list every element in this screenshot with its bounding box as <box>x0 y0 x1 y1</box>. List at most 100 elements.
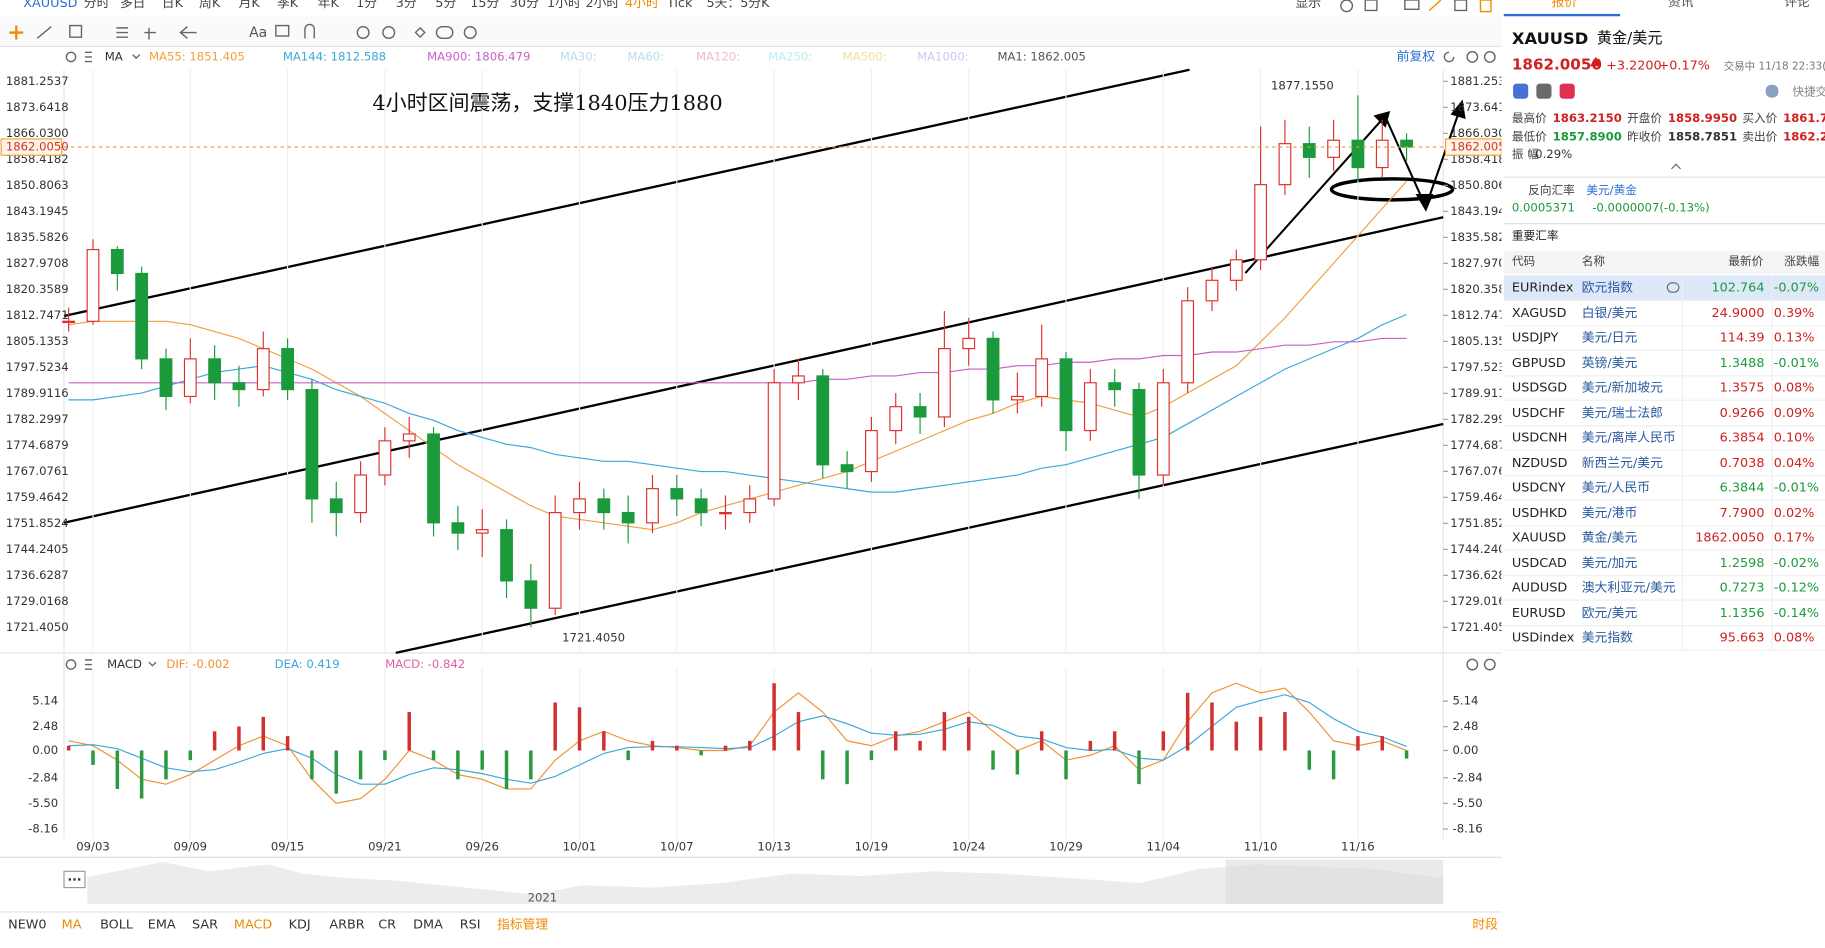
layout-icon[interactable] <box>1364 0 1378 12</box>
font-tool[interactable]: Aa <box>249 24 268 41</box>
indicator-tab[interactable]: BOLL <box>100 917 134 932</box>
period-tab[interactable]: 年K <box>317 0 339 11</box>
macd-bar <box>237 726 241 751</box>
settings-icon[interactable] <box>1340 0 1354 13</box>
watch-icon[interactable] <box>1666 282 1680 293</box>
copy-icon[interactable] <box>1479 0 1492 13</box>
col-divider <box>1681 325 1683 350</box>
price-cell: 0.9266 <box>1719 404 1765 420</box>
name-cell: 澳大利亚元/美元 <box>1581 579 1676 595</box>
gear-icon[interactable] <box>65 659 77 670</box>
collapse-icon[interactable] <box>1466 51 1479 63</box>
dropdown-icon[interactable] <box>148 661 157 667</box>
draw-icon[interactable] <box>1428 0 1442 11</box>
panel-tab[interactable]: 评论 <box>1784 0 1810 10</box>
expand-icon[interactable] <box>1483 51 1496 63</box>
symbol[interactable]: XAUUSD <box>23 0 78 11</box>
row-divider <box>1503 399 1825 401</box>
gear-icon[interactable] <box>65 51 77 63</box>
y-tick-label: 1835.5826 <box>6 230 69 244</box>
macd-bar <box>650 740 655 751</box>
period-tab[interactable]: 2小时 <box>585 0 620 11</box>
period-tab[interactable]: 1分 <box>356 0 378 11</box>
settings-icon[interactable] <box>463 26 477 40</box>
indicator-tab[interactable]: ARBR <box>329 917 364 932</box>
session-tab[interactable]: 时段 <box>1472 917 1498 932</box>
line-tool-icon[interactable] <box>36 26 52 39</box>
period-tab[interactable]: 季K <box>277 0 299 11</box>
dropdown-icon[interactable] <box>132 54 141 60</box>
candle-body <box>767 382 781 500</box>
collapse-icon[interactable] <box>1466 658 1479 671</box>
macd-line <box>68 682 1407 804</box>
share-icon[interactable] <box>1513 83 1529 99</box>
period-tab[interactable]: 15分 <box>470 0 500 11</box>
legend-entry: MA500: <box>843 49 887 63</box>
hide-icon[interactable] <box>356 26 370 40</box>
navigator-window[interactable] <box>1225 859 1444 904</box>
y-tick-label: 5.14 <box>32 694 58 708</box>
trend-line[interactable] <box>63 216 1444 524</box>
arrow-path[interactable] <box>1244 106 1462 274</box>
indicator-name[interactable]: MA <box>105 49 123 63</box>
period-tab[interactable]: 3分 <box>395 0 417 11</box>
y-tick-label: -8.16 <box>1453 821 1483 835</box>
period-tab[interactable]: 5天：5分K <box>706 0 770 11</box>
back-icon[interactable] <box>179 26 197 39</box>
indicator-tab[interactable]: KDJ <box>289 917 311 932</box>
expand-icon[interactable] <box>1483 658 1496 671</box>
indicator-tab[interactable]: EMA <box>148 917 176 932</box>
indicator-tab[interactable]: DMA <box>413 917 443 932</box>
display-menu[interactable]: 显示 <box>1295 0 1322 11</box>
lock-icon[interactable] <box>414 26 426 39</box>
period-tab[interactable]: 周K <box>199 0 221 11</box>
period-tab[interactable]: 日K <box>161 0 183 11</box>
indicator-tab[interactable]: RSI <box>460 917 481 932</box>
indicator-tab[interactable]: SAR <box>192 917 218 932</box>
indicator-tab[interactable]: MACD <box>234 917 273 932</box>
code-cell: GBPUSD <box>1511 354 1566 371</box>
list-icon[interactable] <box>84 51 92 63</box>
period-tab[interactable]: 5分 <box>435 0 457 11</box>
list-icon[interactable] <box>84 659 92 670</box>
refresh-icon[interactable] <box>1443 51 1455 63</box>
ellipse[interactable] <box>1329 177 1455 202</box>
share-icon[interactable] <box>1536 83 1552 99</box>
period-tab[interactable]: 多日 <box>119 0 146 11</box>
macd-bar <box>1258 716 1263 751</box>
panel-tab[interactable]: 资讯 <box>1667 0 1694 10</box>
code-cell: USDCNH <box>1511 429 1568 445</box>
period-tab[interactable]: Tick <box>666 0 693 11</box>
fib-tool-icon[interactable] <box>116 27 129 38</box>
delete-icon[interactable] <box>382 26 396 40</box>
reverse-label: 反向汇率 <box>1528 184 1575 198</box>
measure-icon[interactable] <box>144 27 156 40</box>
indicator-name[interactable]: MACD <box>107 657 142 671</box>
indicator-tab[interactable]: 指标管理 <box>497 917 548 932</box>
indicator-tab[interactable]: NEW0 <box>8 917 46 932</box>
period-tab[interactable]: 月K <box>238 0 260 11</box>
trend-line[interactable] <box>63 68 1190 318</box>
crosshair-icon[interactable] <box>9 25 24 40</box>
period-tab[interactable]: 分时 <box>83 0 110 11</box>
magnet-icon[interactable] <box>304 23 315 39</box>
period-tab[interactable]: 4小时 <box>625 0 659 11</box>
fullscreen-icon[interactable] <box>1454 0 1468 12</box>
candle-body <box>1010 395 1024 401</box>
adjust-menu[interactable]: 前复权 <box>1397 48 1436 64</box>
indicator-tab[interactable]: MA <box>62 917 82 932</box>
share-icon[interactable] <box>1559 83 1575 99</box>
link-icon[interactable] <box>435 26 454 40</box>
macd-bar <box>1331 750 1336 780</box>
period-tab[interactable]: 30分 <box>509 0 539 11</box>
camera-icon[interactable] <box>1404 0 1420 10</box>
bell-icon[interactable] <box>1765 84 1779 98</box>
trend-line[interactable] <box>395 422 1444 655</box>
note-icon[interactable] <box>275 24 290 37</box>
period-tab[interactable]: 1小时 <box>547 0 581 11</box>
indicator-tab[interactable]: CR <box>378 917 396 932</box>
shape-tool-icon[interactable] <box>69 24 83 38</box>
macd-bar <box>212 731 217 751</box>
quick-trade[interactable]: 快捷交易 <box>1792 85 1825 99</box>
panel-tab[interactable]: 报价 <box>1551 0 1578 10</box>
